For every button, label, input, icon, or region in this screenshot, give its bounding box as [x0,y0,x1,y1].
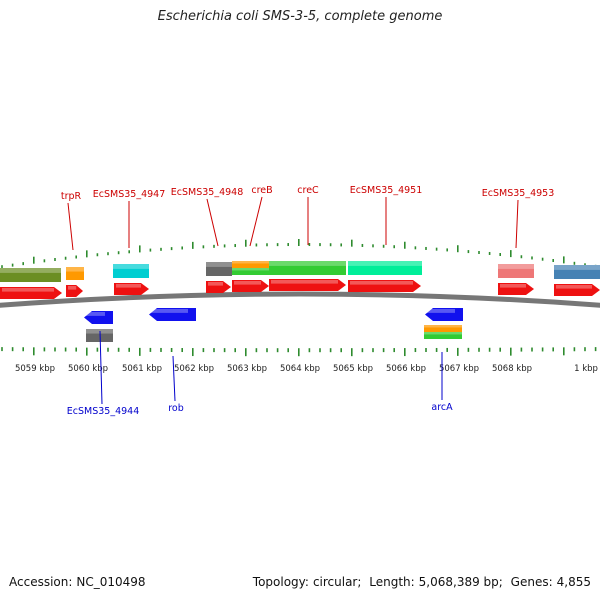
cds-forward-arrow-highlight [208,282,223,286]
cds-forward-arrow-highlight [271,280,338,284]
orange-block-2-highlight [232,261,270,264]
green-block-highlight [424,332,462,335]
topology-label: Topology: [252,575,309,589]
label-connector [249,196,263,247]
axis-tick-label: 5066 kbp [386,364,426,374]
cds-forward-arrow [66,285,83,297]
cds-reverse-arrow [84,311,113,324]
cyan-block-highlight [113,264,149,269]
cds-forward-arrow-highlight [350,281,413,285]
gene-label-bottom: arcA [431,402,453,413]
green-block-2 [269,261,346,275]
cds-reverse-arrow [149,308,196,321]
gene-label-top: EcSMS35_4948 [171,187,244,198]
pink-block-highlight [498,264,534,269]
label-connector [99,330,103,405]
accession-label: Accession: [9,575,73,589]
axis-tick-label: 5064 kbp [280,364,320,374]
cds-reverse-arrow-highlight [151,309,188,313]
green-block [232,268,270,275]
steelblue-block [554,265,600,279]
genome-stats: Topology: circular; Length: 5,068,389 bp; … [253,575,591,589]
axis-tick-label: 5065 kbp [333,364,373,374]
cds-forward-arrow [0,287,62,299]
label-connector [172,355,176,402]
cds-forward-arrow-highlight [500,284,526,288]
genes-value: 4,855 [556,575,591,589]
gene-label-top: EcSMS35_4951 [350,185,423,196]
green-block-2-highlight [269,261,346,266]
gray-block [86,329,113,342]
orange-block-2 [232,261,270,268]
orange-block [66,267,84,280]
cds-reverse-arrow [425,308,463,321]
gray-block [206,262,232,276]
gene-label-top: creB [251,185,272,196]
axis-tick-label: 5060 kbp [68,364,108,374]
gene-labels: trpR EcSMS35_4947 EcSMS35_4948 creB creC EcSM… [61,185,554,417]
cds-forward-arrow-highlight [116,284,141,288]
olive-block [0,268,61,282]
map-title: Escherichia coli SMS-3-5, complete genom… [157,9,443,24]
cds-reverse-arrow-highlight [427,309,455,313]
cyan-block [113,264,149,278]
cds-forward-arrow-highlight [2,288,54,292]
label-connector [515,199,519,249]
cds-forward-arrow [554,284,600,296]
gray-block-highlight [206,262,232,267]
genome-backbone [0,291,600,308]
accession-info: Accession: NC_010498 [9,575,146,589]
cds-forward-arrow [498,283,534,295]
green-block-highlight [232,268,270,271]
gene-label-top: creC [297,185,319,196]
steelblue-block-highlight [554,265,600,270]
axis-tick-label: 5063 kbp [227,364,267,374]
axis-tick-label: 1 kbp [574,364,598,374]
gene-label-top: EcSMS35_4947 [93,189,166,200]
top-tick-marks [1,239,597,269]
cds-forward-arrow-highlight [556,285,592,289]
cds-forward-arrow [206,281,231,293]
label-connector [67,202,74,251]
cds-reverse-arrow-highlight [86,312,105,316]
genes-label: Genes: [510,575,553,589]
feature-track [0,261,600,342]
pink-block [498,264,534,278]
gray-block-highlight [86,329,113,334]
cds-forward-arrow [232,280,269,292]
label-connectors [67,196,519,405]
topology-value: circular; [312,575,362,589]
orange-block-highlight [66,267,84,272]
cds-forward-arrow-highlight [68,286,77,290]
label-connector [206,198,219,247]
gene-label-top: EcSMS35_4953 [482,188,555,199]
axis-tick-label: 5062 kbp [174,364,214,374]
length-value: 5,068,389 bp; [418,575,503,589]
gene-label-bottom: rob [168,403,184,414]
cds-forward-arrow-highlight [234,281,261,285]
accession-value: NC_010498 [76,575,146,589]
cds-forward-arrow [114,283,149,295]
axis-tick-label: 5068 kbp [492,364,532,374]
green-block [424,332,462,339]
axis-tick-label: 5059 kbp [15,364,55,374]
axis-tick-label: 5067 kbp [439,364,479,374]
axis-labels: 5059 kbp 5060 kbp 5061 kbp 5062 kbp 5063 kbp… [15,364,598,374]
orange-block [424,325,462,332]
olive-block-highlight [0,268,61,273]
orange-block-highlight [424,325,462,328]
length-label: Length: [369,575,415,589]
cds-forward-arrow [269,279,346,291]
axis-tick-label: 5061 kbp [122,364,162,374]
springgreen-block-highlight [348,261,422,266]
cds-forward-arrow [348,280,421,292]
bottom-tick-marks [1,347,597,357]
gene-label-bottom: EcSMS35_4944 [67,406,140,417]
gene-label-top: trpR [61,191,82,202]
springgreen-block [348,261,422,275]
